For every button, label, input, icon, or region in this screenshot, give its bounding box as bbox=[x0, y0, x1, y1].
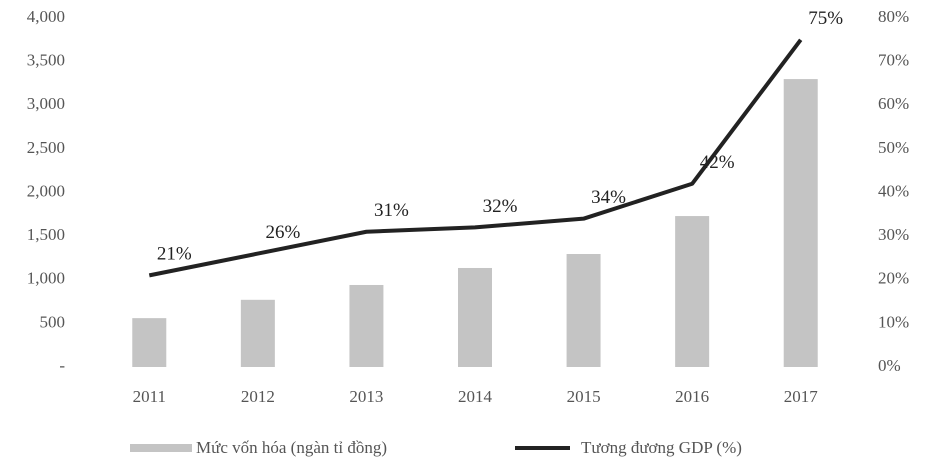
y2-tick-label: 10% bbox=[878, 312, 909, 331]
data-label: 26% bbox=[265, 222, 300, 243]
y2-tick-label: 50% bbox=[878, 138, 909, 157]
bar bbox=[783, 79, 818, 367]
bar bbox=[675, 216, 710, 367]
y2-tick-label: 80% bbox=[878, 7, 909, 26]
y2-tick-label: 60% bbox=[878, 94, 909, 113]
y2-tick-label: 20% bbox=[878, 269, 909, 288]
line bbox=[148, 38, 803, 278]
y-tick-label: 2,000 bbox=[27, 181, 65, 200]
y-tick-label: 2,500 bbox=[27, 138, 65, 157]
bar bbox=[566, 254, 601, 367]
x-tick-label: 2013 bbox=[349, 387, 383, 406]
data-label: 42% bbox=[700, 152, 735, 173]
x-tick-label: 2017 bbox=[784, 387, 819, 406]
x-tick-label: 2015 bbox=[567, 387, 601, 406]
y-tick-label: 3,500 bbox=[27, 51, 65, 70]
y-tick-label: 1,500 bbox=[27, 225, 65, 244]
data-label: 75% bbox=[808, 8, 843, 29]
bar bbox=[349, 284, 384, 367]
y2-tick-label: 40% bbox=[878, 181, 909, 200]
data-label: 34% bbox=[591, 187, 626, 208]
y2-tick-label: 70% bbox=[878, 51, 909, 70]
x-tick-label: 2016 bbox=[675, 387, 709, 406]
data-label: 21% bbox=[157, 244, 192, 265]
y2-tick-label: 30% bbox=[878, 225, 909, 244]
legend-label: Tương đương GDP (%) bbox=[581, 438, 742, 457]
y-tick-label: 3,000 bbox=[27, 94, 65, 113]
y2-tick-label: 0% bbox=[878, 356, 901, 375]
legend-swatch bbox=[130, 444, 192, 452]
bar bbox=[240, 299, 275, 367]
data-label: 32% bbox=[483, 196, 518, 217]
x-tick-label: 2011 bbox=[133, 387, 166, 406]
y-tick-label: - bbox=[59, 356, 65, 375]
y-tick-label: 4,000 bbox=[27, 7, 65, 26]
y-tick-label: 500 bbox=[40, 312, 66, 331]
data-label: 31% bbox=[374, 200, 409, 221]
x-tick-label: 2012 bbox=[241, 387, 275, 406]
bar bbox=[132, 318, 167, 367]
legend-label: Mức vốn hóa (ngàn tỉ đồng) bbox=[196, 438, 387, 457]
bar bbox=[458, 267, 492, 367]
y-tick-label: 1,000 bbox=[27, 269, 65, 288]
x-tick-label: 2014 bbox=[458, 387, 493, 406]
